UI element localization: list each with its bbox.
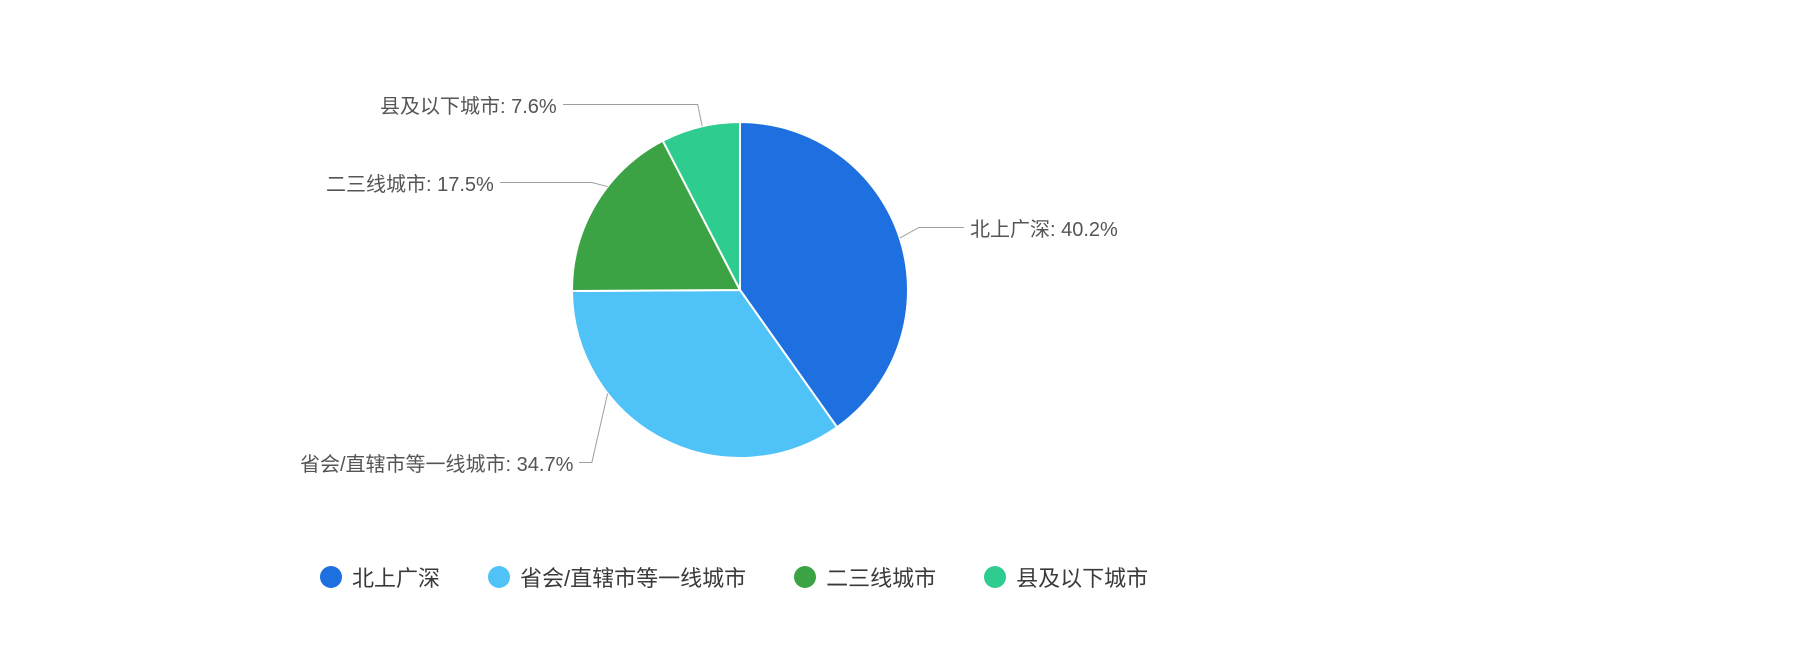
legend-swatch-3 bbox=[984, 566, 1006, 588]
legend-swatch-0 bbox=[320, 566, 342, 588]
legend-item-2: 二三线城市 bbox=[794, 561, 936, 593]
leader-line bbox=[900, 228, 964, 239]
pie-svg bbox=[0, 0, 1796, 656]
legend-label-3: 县及以下城市 bbox=[1016, 561, 1148, 593]
legend-item-3: 县及以下城市 bbox=[984, 561, 1148, 593]
legend-swatch-2 bbox=[794, 566, 816, 588]
city-tier-pie-chart: 北上广深: 40.2% 省会/直辖市等一线城市: 34.7% 二三线城市: 17… bbox=[0, 0, 1796, 656]
slice-label-3: 县及以下城市: 7.6% bbox=[380, 90, 557, 119]
leader-line bbox=[579, 393, 608, 462]
legend-label-1: 省会/直辖市等一线城市 bbox=[520, 561, 746, 593]
slice-label-0: 北上广深: 40.2% bbox=[970, 213, 1118, 242]
slice-label-1: 省会/直辖市等一线城市: 34.7% bbox=[300, 448, 573, 477]
legend-item-1: 省会/直辖市等一线城市 bbox=[488, 561, 746, 593]
legend-label-0: 北上广深 bbox=[352, 561, 440, 593]
legend-item-0: 北上广深 bbox=[320, 561, 440, 593]
legend-label-2: 二三线城市 bbox=[826, 561, 936, 593]
legend: 北上广深 省会/直辖市等一线城市 二三线城市 县及以下城市 bbox=[320, 561, 1148, 593]
legend-swatch-1 bbox=[488, 566, 510, 588]
leader-line bbox=[500, 183, 608, 187]
leader-line bbox=[563, 105, 702, 127]
slice-label-2: 二三线城市: 17.5% bbox=[326, 168, 494, 197]
